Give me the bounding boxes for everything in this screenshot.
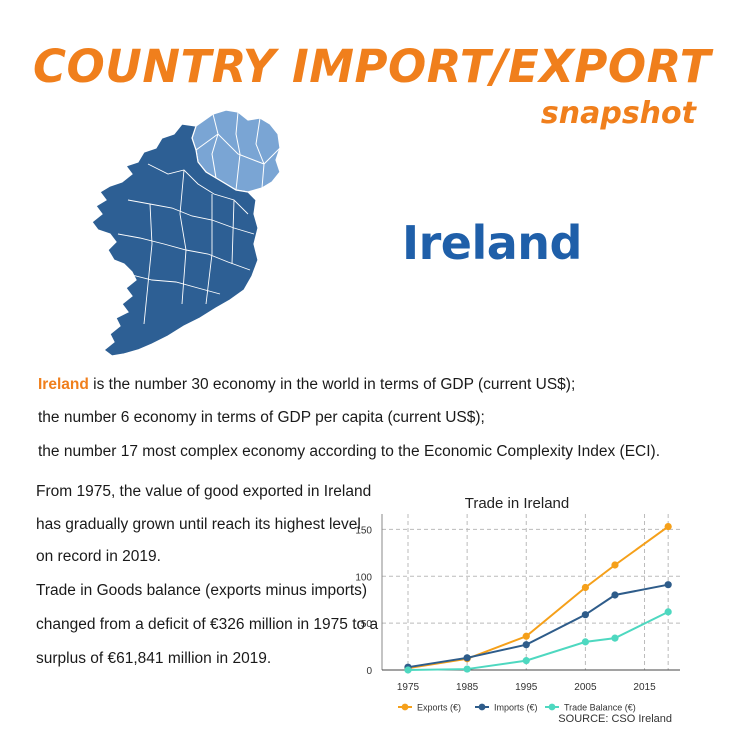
x-tick-label: 1995 [515, 682, 538, 693]
data-point [664, 608, 672, 616]
republic-of-ireland-region [91, 123, 259, 357]
page-subtitle: snapshot [540, 96, 696, 131]
y-tick-label: 50 [361, 619, 373, 630]
paragraph-line: on record in 2019. [36, 548, 161, 565]
chart-title: Trade in Ireland [465, 495, 570, 512]
data-point [581, 638, 589, 646]
series-line [407, 610, 669, 671]
data-point [611, 591, 619, 599]
paragraph-line: changed from a deficit of €326 million i… [36, 616, 379, 633]
fact-line-3: the number 17 most complex economy accor… [38, 443, 660, 460]
legend-label: Trade Balance (€) [564, 703, 636, 713]
legend-swatch-marker [478, 703, 486, 711]
data-point [404, 666, 412, 674]
data-point [581, 583, 589, 592]
country-name: Ireland [402, 216, 582, 270]
x-tick-label: 2005 [574, 682, 597, 693]
data-point [522, 641, 530, 649]
y-tick-label: 100 [355, 572, 372, 583]
fact-line-2: the number 6 economy in terms of GDP per… [38, 409, 485, 426]
legend-swatch-marker [548, 703, 556, 711]
data-point [581, 611, 589, 619]
y-tick-label: 150 [355, 525, 372, 536]
country-highlight: Ireland [38, 376, 89, 393]
fact-line-1: Ireland is the number 30 economy in the … [38, 376, 575, 394]
x-tick-label: 1975 [397, 682, 420, 693]
legend-label: Exports (€) [417, 703, 461, 713]
data-point [664, 522, 672, 531]
paragraph-line: has gradually grown until reach its high… [36, 516, 361, 533]
data-point [522, 657, 530, 665]
page-title: COUNTRY IMPORT/EXPORT [33, 40, 711, 93]
x-tick-label: 2015 [633, 682, 656, 693]
data-point [463, 654, 471, 662]
data-point [611, 561, 619, 569]
fact-line-1-text: is the number 30 economy in the world in… [88, 376, 576, 393]
chart-legend: Exports (€) Imports (€) Trade Balance (€) [398, 703, 636, 713]
legend-label: Imports (€) [494, 703, 538, 713]
chart-series [404, 522, 672, 674]
series-line [407, 583, 669, 669]
paragraph-line: From 1975, the value of good exported in… [36, 483, 372, 500]
data-point [463, 665, 471, 673]
chart-axes: 0 50 100 150 1975 1985 1995 2005 2015 [355, 514, 680, 693]
y-tick-label: 0 [366, 666, 372, 677]
trade-chart: Trade in Ireland 0 50 100 150 1975 1985 1995 20… [355, 495, 680, 713]
data-point [522, 632, 530, 640]
ireland-map [91, 109, 281, 357]
chart-source: SOURCE: CSO Ireland [558, 713, 672, 725]
data-point [664, 581, 672, 589]
legend-swatch-marker [401, 703, 409, 711]
paragraph-line: surplus of €61,841 million in 2019. [36, 650, 272, 667]
series-line [407, 525, 669, 670]
paragraph-line: Trade in Goods balance (exports minus im… [36, 582, 368, 599]
x-tick-label: 1985 [456, 682, 479, 693]
data-point [611, 634, 619, 642]
